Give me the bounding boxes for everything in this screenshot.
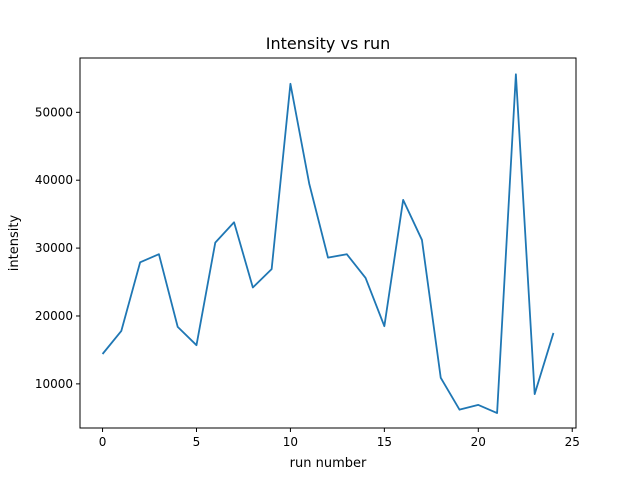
y-tick-label: 30000 [35,241,73,255]
y-tick-label: 50000 [35,105,73,119]
y-tick-label: 20000 [35,309,73,323]
x-tick-label: 20 [471,435,486,449]
intensity-series-line [101,73,555,414]
y-tick-label: 40000 [35,173,73,187]
x-axis-label: run number [290,456,367,471]
plot-area [101,73,555,414]
x-tick-label: 5 [193,435,201,449]
x-tick-label: 15 [377,435,392,449]
x-tick-label: 25 [565,435,580,449]
y-tick-label: 10000 [35,377,73,391]
axes-frame [79,57,577,429]
x-tick-label: 0 [99,435,107,449]
chart-title: Intensity vs run [266,34,390,53]
y-axis-label: intensity [7,215,22,272]
x-tick-label: 10 [283,435,298,449]
